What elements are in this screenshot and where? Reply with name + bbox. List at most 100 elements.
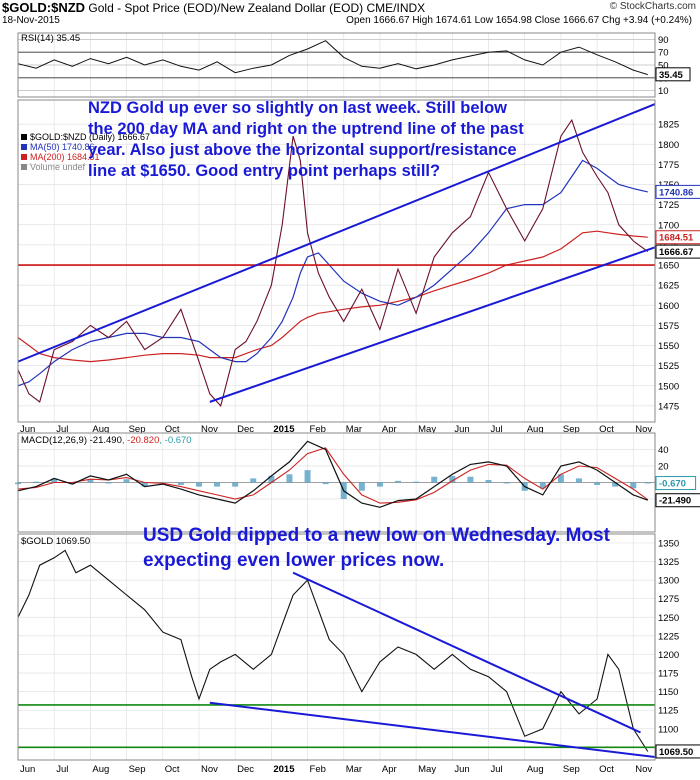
- macd-line: [17, 440, 649, 508]
- month-label-mar: Mar: [346, 764, 362, 775]
- macd-histogram-bar: [413, 481, 420, 483]
- nzd-panel-bg: [18, 100, 655, 422]
- month-label-mar: Mar: [346, 424, 362, 435]
- nzd-tick-label: 1625: [658, 281, 679, 292]
- rsi-panel-frame: [17, 32, 656, 98]
- rsi-tick-label: 50: [658, 61, 669, 72]
- symbol-description: Gold - Spot Price (EOD)/New Zealand Doll…: [88, 1, 364, 15]
- month-label-jun: Jun: [20, 424, 35, 435]
- month-label-nov: Nov: [635, 764, 652, 775]
- nzd-end-label-2-box: [655, 244, 700, 259]
- chart-title: $GOLD:$NZD Gold - Spot Price (EOD)/New Z…: [2, 0, 425, 15]
- usd-tick-label: 1150: [658, 687, 678, 698]
- legend-swatch: [21, 164, 27, 170]
- nzd-tick-label: 1525: [658, 361, 679, 372]
- month-label-oct: Oct: [599, 764, 614, 775]
- month-label-feb: Feb: [310, 764, 326, 775]
- nzd-end-label-0: 1740.86: [659, 187, 693, 198]
- macd-end-label-0: -0.670: [659, 479, 686, 490]
- usd-tick-label: 1300: [658, 576, 679, 587]
- month-label-dec: Dec: [237, 424, 254, 435]
- usd-tick-label: 1125: [658, 706, 678, 717]
- usd-end-label-0: 1069.50: [659, 747, 693, 758]
- macd-end-label-1-box: [655, 493, 700, 508]
- rsi-tick-label: 90: [658, 35, 669, 46]
- nzd-tick-label: 1800: [658, 140, 679, 151]
- month-label-apr: Apr: [382, 424, 397, 435]
- macd-histogram-bar: [232, 482, 239, 487]
- nzd-price-line: [17, 118, 649, 408]
- macd-label: MACD(12,26,9) -21.490, -20.820, -0.670: [21, 435, 192, 446]
- usd-lower-trendline: [209, 701, 656, 759]
- month-label-jun: Jun: [454, 424, 469, 435]
- macd-histogram-bar: [557, 474, 564, 483]
- usd-tick-label: 1250: [658, 613, 679, 624]
- usd-tick-label: 1275: [658, 594, 679, 605]
- chart-date: 18-Nov-2015: [2, 15, 60, 26]
- macd-histogram-bar: [69, 482, 76, 485]
- legend-entry: MA(200) 1684.51: [30, 152, 100, 162]
- usd-tick-label: 1350: [658, 538, 679, 549]
- macd-histogram-bar: [539, 482, 546, 489]
- macd-histogram-bar: [250, 478, 257, 483]
- month-label-jul: Jul: [56, 424, 68, 435]
- macd-label-value: , -20.820: [122, 435, 160, 446]
- nzd-end-label-1-box: [655, 230, 700, 245]
- month-label-sep: Sep: [129, 764, 146, 775]
- month-label-dec: Dec: [237, 764, 254, 775]
- watermark: © StockCharts.com: [609, 1, 696, 12]
- nzd-tick-label: 1500: [658, 381, 679, 392]
- macd-label-value: -21.490: [90, 435, 122, 446]
- usd-tick-label: 1100: [658, 724, 678, 735]
- legend-entry: $GOLD:$NZD (Daily) 1666.67: [30, 132, 150, 142]
- nzd-end-label-1: 1684.51: [659, 233, 694, 244]
- macd-tick-label: 40: [658, 445, 669, 456]
- month-label-2015: 2015: [273, 764, 295, 775]
- legend-entry: MA(50) 1740.86: [30, 142, 95, 152]
- nzd-lower-trendline: [209, 246, 656, 403]
- month-label-feb: Feb: [310, 424, 326, 435]
- month-label-nov: Nov: [635, 424, 652, 435]
- nzd-tick-label: 1775: [658, 160, 679, 171]
- nzd-tick-label: 1650: [658, 261, 679, 272]
- macd-histogram-bar: [485, 480, 492, 483]
- usd-tick-label: 1225: [658, 631, 679, 642]
- nzd-tick-label: 1825: [658, 120, 679, 131]
- usd-gold-annotation: USD Gold dipped to a new low on Wednesda…: [143, 525, 610, 571]
- rsi-last-value: 35.45: [659, 70, 683, 81]
- macd-histogram-bar: [123, 479, 130, 483]
- macd-histogram-bar: [594, 482, 601, 485]
- month-label-nov: Nov: [201, 424, 218, 435]
- month-label-oct: Oct: [599, 424, 614, 435]
- legend-swatch: [21, 154, 27, 160]
- month-label-sep: Sep: [563, 424, 580, 435]
- rsi-series-line: [17, 40, 648, 76]
- macd-histogram-bar: [612, 482, 619, 487]
- macd-histogram-bar: [503, 482, 510, 484]
- macd-histogram-bar: [467, 476, 474, 483]
- macd-histogram-bar: [449, 475, 456, 483]
- macd-histogram-bar: [322, 482, 329, 485]
- macd-histogram-bar: [431, 476, 438, 483]
- macd-histogram-bar: [395, 480, 402, 483]
- usd-panel-frame: [17, 533, 656, 761]
- macd-end-label-1: -21.490: [659, 496, 691, 507]
- month-label-jul: Jul: [491, 764, 503, 775]
- month-label-apr: Apr: [382, 764, 397, 775]
- nzd-tick-label: 1725: [658, 200, 679, 211]
- month-label-oct: Oct: [165, 764, 180, 775]
- macd-histogram-bar: [141, 482, 148, 487]
- month-label-sep: Sep: [129, 424, 146, 435]
- legend-swatch: [21, 144, 27, 150]
- nzd-tick-label: 1575: [658, 321, 679, 332]
- macd-histogram-bar: [358, 482, 365, 491]
- macd-label-value: , -0.670: [159, 435, 191, 446]
- macd-histogram-bar: [575, 478, 582, 483]
- usd-tick-label: 1200: [658, 650, 679, 661]
- month-label-jul: Jul: [56, 764, 68, 775]
- exchange: CME/INDX: [366, 1, 426, 15]
- usd-upper-trendline: [292, 571, 641, 734]
- month-label-jul: Jul: [491, 424, 503, 435]
- macd-histogram-bar: [304, 470, 311, 483]
- rsi-last-value-box: [655, 67, 691, 82]
